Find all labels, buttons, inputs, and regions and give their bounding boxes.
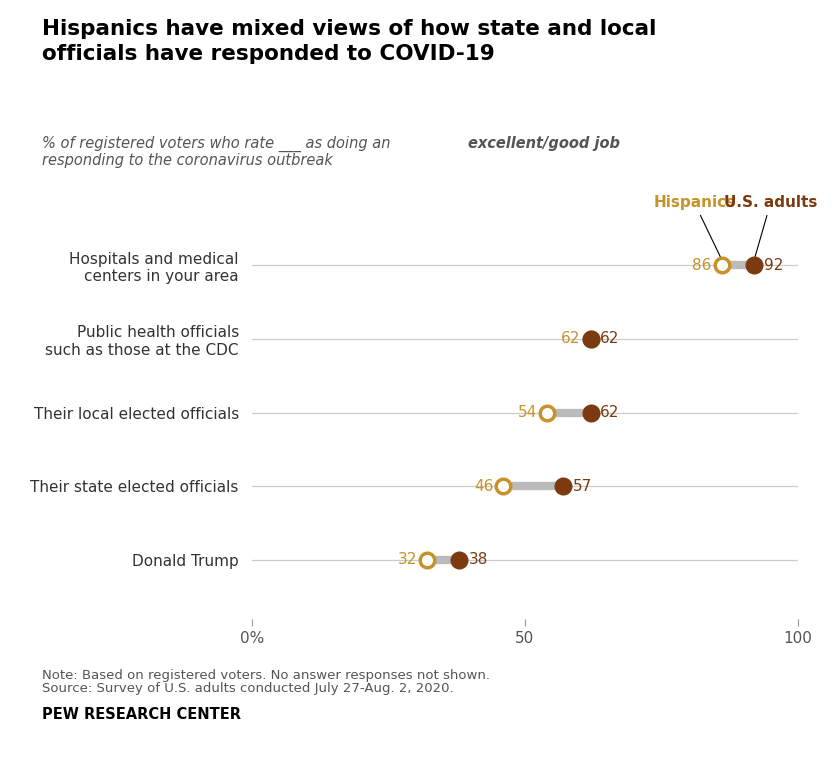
Text: PEW RESEARCH CENTER: PEW RESEARCH CENTER bbox=[42, 707, 241, 722]
Text: 54: 54 bbox=[517, 405, 537, 420]
Point bbox=[453, 554, 466, 566]
Point bbox=[715, 259, 728, 271]
Text: 62: 62 bbox=[561, 332, 580, 346]
Point bbox=[584, 333, 597, 345]
Text: 86: 86 bbox=[692, 257, 711, 273]
Text: Hispanics: Hispanics bbox=[654, 195, 735, 257]
Point bbox=[557, 480, 570, 492]
Text: responding to the coronavirus outbreak: responding to the coronavirus outbreak bbox=[42, 153, 333, 168]
Text: U.S. adults: U.S. adults bbox=[724, 195, 817, 257]
Point bbox=[540, 406, 554, 419]
Point bbox=[584, 333, 597, 345]
Text: 46: 46 bbox=[474, 479, 493, 494]
Text: Hispanics have mixed views of how state and local
officials have responded to CO: Hispanics have mixed views of how state … bbox=[42, 19, 656, 64]
Text: 92: 92 bbox=[764, 257, 784, 273]
Point bbox=[748, 259, 761, 271]
Text: 62: 62 bbox=[601, 332, 620, 346]
Text: 38: 38 bbox=[470, 552, 489, 568]
Text: Note: Based on registered voters. No answer responses not shown.: Note: Based on registered voters. No ans… bbox=[42, 668, 490, 681]
Point bbox=[496, 480, 510, 492]
Text: 32: 32 bbox=[397, 552, 417, 568]
Text: excellent/good job: excellent/good job bbox=[468, 136, 620, 151]
Point bbox=[420, 554, 433, 566]
Text: 57: 57 bbox=[573, 479, 592, 494]
Text: % of registered voters who rate ___ as doing an: % of registered voters who rate ___ as d… bbox=[42, 136, 395, 152]
Point bbox=[584, 406, 597, 419]
Text: Source: Survey of U.S. adults conducted July 27-Aug. 2, 2020.: Source: Survey of U.S. adults conducted … bbox=[42, 682, 454, 695]
Text: 62: 62 bbox=[601, 405, 620, 420]
